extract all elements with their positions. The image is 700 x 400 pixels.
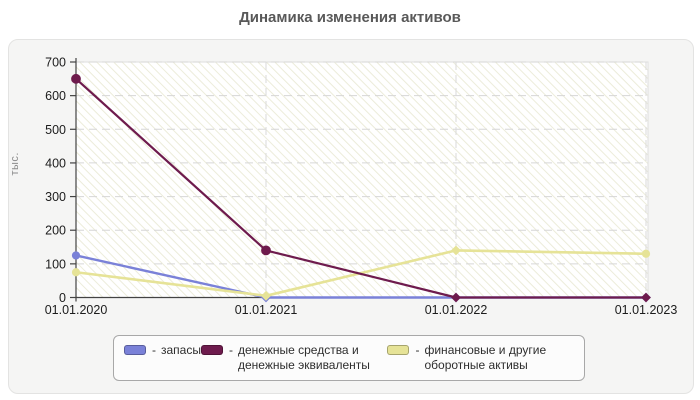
x-tick-label-01.01.2023: 01.01.2023 bbox=[615, 303, 678, 317]
legend-dash: - bbox=[228, 343, 233, 357]
y-tick-label-200: 200 bbox=[45, 224, 66, 238]
legend-label-inventory: запасы bbox=[161, 343, 201, 357]
data-point-inventory-0 bbox=[71, 251, 81, 260]
legend-dash: - bbox=[152, 343, 156, 357]
y-tick-label-500: 500 bbox=[45, 123, 66, 137]
series-line-cash bbox=[74, 77, 648, 299]
y-tick-label-400: 400 bbox=[45, 156, 66, 170]
plot-area bbox=[75, 61, 649, 298]
y-tick-label-100: 100 bbox=[45, 257, 66, 271]
y-axis-title: тыс. bbox=[9, 152, 21, 176]
chart-legend: - запасы - денежные средства и денежные эк… bbox=[113, 335, 585, 381]
legend-dash: - bbox=[415, 343, 420, 357]
legend-item-inventory: - запасы bbox=[124, 343, 201, 358]
x-tick-label-01.01.2020: 01.01.2020 bbox=[45, 303, 108, 317]
data-point-cash-1 bbox=[261, 245, 271, 256]
data-point-financial-assets-1 bbox=[261, 290, 271, 301]
legend-item-cash: - денежные средства и денежные эквивалент… bbox=[200, 343, 388, 374]
data-point-financial-assets-0 bbox=[71, 268, 81, 277]
legend-swatch-cash bbox=[200, 345, 223, 355]
x-tick-label-01.01.2022: 01.01.2022 bbox=[425, 303, 488, 317]
y-tick-label-0: 0 bbox=[59, 291, 66, 305]
y-tick-label-600: 600 bbox=[45, 89, 66, 103]
data-point-financial-assets-2 bbox=[451, 245, 461, 256]
y-tick-label-700: 700 bbox=[45, 56, 66, 70]
data-point-cash-2 bbox=[451, 292, 461, 303]
legend-swatch-financial-assets bbox=[387, 345, 410, 355]
legend-swatch-inventory bbox=[124, 345, 146, 355]
legend-item-financial-assets: - финансовые и другие оборотные активы bbox=[387, 343, 574, 374]
legend-label-cash: денежные средства и денежные эквиваленты bbox=[237, 343, 370, 373]
legend-label-financial-assets: финансовые и другие оборотные активы bbox=[424, 343, 547, 373]
chart-title: Динамика изменения активов bbox=[239, 9, 461, 26]
data-point-cash-0 bbox=[71, 73, 81, 84]
data-point-financial-assets-3 bbox=[641, 249, 651, 258]
y-tick-label-300: 300 bbox=[45, 190, 66, 204]
x-tick-label-01.01.2021: 01.01.2021 bbox=[235, 303, 298, 317]
data-point-cash-3 bbox=[641, 292, 651, 303]
